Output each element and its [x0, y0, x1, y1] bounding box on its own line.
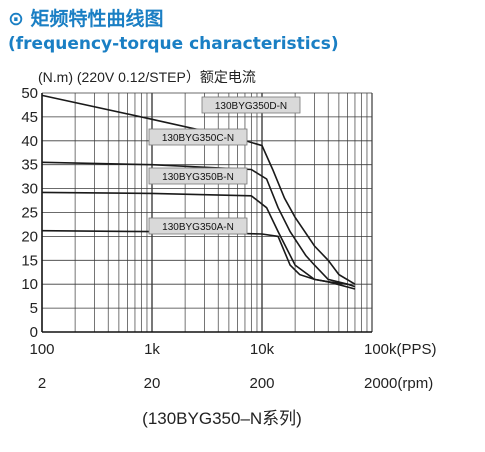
chart-title-zh-text: 矩频特性曲线图	[30, 8, 164, 30]
y-tick-label: 30	[21, 181, 38, 198]
x-tick-label-rpm: 20	[144, 375, 161, 392]
series-label-box	[148, 217, 248, 235]
y-tick-label: 25	[21, 205, 38, 222]
series-line-0	[41, 94, 356, 285]
chart-title-en: (frequency-torque characteristics)	[8, 34, 339, 54]
series-label: 130BYG350B-N	[162, 172, 234, 183]
x-tick-label-pps: 100k(PPS)	[364, 341, 437, 358]
x-tick-label-rpm: 2000(rpm)	[364, 375, 433, 392]
x-tick-label-rpm: 2	[38, 375, 46, 392]
series-label-box	[148, 128, 248, 146]
y-tick-label: 40	[21, 133, 38, 150]
y-tick-label: 15	[21, 252, 38, 269]
y-tick-label: 20	[21, 228, 38, 245]
chart-annotation: (N.m) (220V 0.12/STEP）额定电流	[38, 69, 256, 85]
series-label-box	[148, 167, 248, 185]
y-tick-label: 45	[21, 109, 38, 126]
y-tick-label: 50	[21, 85, 38, 102]
series-label-box	[201, 96, 301, 114]
series-label: 130BYG350C-N	[162, 133, 234, 144]
series-line-2	[41, 191, 348, 285]
series-label: 130BYG350A-N	[162, 222, 234, 233]
series-label: 130BYG350D-N	[215, 101, 287, 112]
x-tick-label-rpm: 200	[249, 375, 274, 392]
circle-dot-icon: ⊙	[8, 8, 24, 30]
series-line-3	[41, 229, 356, 290]
chart-tick-labels: 0 5 10 15 20 25 30 35 40 45 50 100 1k 10k 100k(PPS) 2 20…	[21, 85, 436, 392]
x-tick-label-pps: 1k	[144, 341, 160, 358]
y-tick-label: 0	[30, 324, 38, 341]
chart-title-zh: ⊙ 矩频特性曲线图	[8, 4, 164, 31]
y-tick-label: 10	[21, 276, 38, 293]
y-tick-label: 35	[21, 157, 38, 174]
y-tick-label: 5	[30, 300, 38, 317]
chart-series-labels: 130BYG350D-N 130BYG350C-N 130BYG350B-N 130B…	[148, 96, 301, 235]
chart-caption: (130BYG350–N系列)	[142, 409, 302, 428]
chart-axes	[41, 93, 372, 333]
x-tick-label-pps: 10k	[250, 341, 275, 358]
x-tick-label-pps: 100	[29, 341, 54, 358]
